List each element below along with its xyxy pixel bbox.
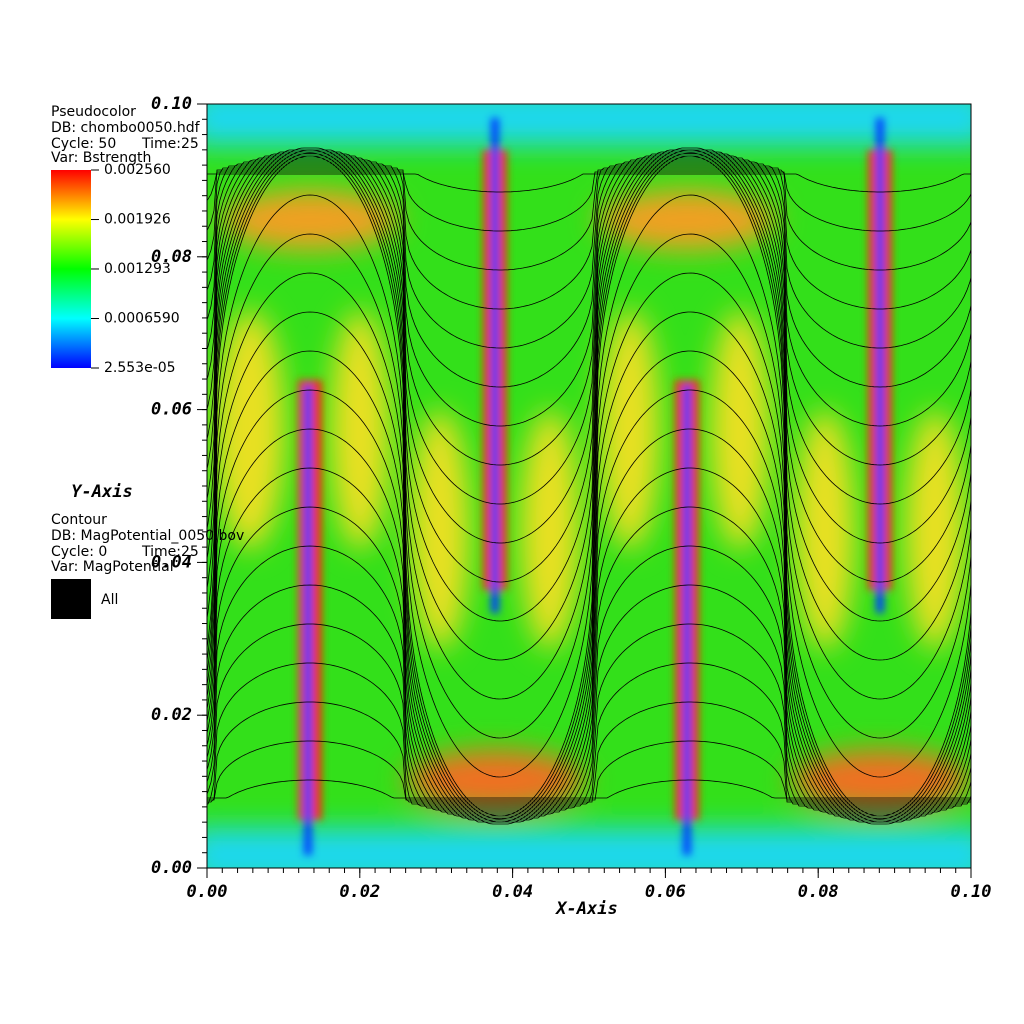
- contour-line: [207, 740, 971, 801]
- contour-line: [207, 152, 971, 778]
- contour-line: [207, 151, 971, 622]
- contour-line: [207, 173, 971, 193]
- contour-line: [207, 506, 971, 813]
- colorbar-tick-label: 0.001926: [104, 212, 171, 228]
- field: [207, 104, 971, 868]
- contour-line: [207, 171, 971, 232]
- contour-line: [207, 147, 971, 700]
- colorbar-tick-label: 2.553e-05: [104, 360, 176, 376]
- contour-line: [207, 779, 971, 799]
- legend-var: Var: MagPotential: [51, 559, 174, 575]
- x-tick-label: 0.06: [645, 882, 686, 902]
- contour-line: [207, 428, 971, 817]
- y-tick-label: 0.02: [151, 705, 192, 725]
- colorbar-tick-label: 0.001293: [104, 261, 171, 277]
- legend-time: Time:25: [141, 136, 199, 152]
- x-tick-label: 0.04: [492, 882, 533, 902]
- contour-line: [207, 584, 971, 809]
- x-tick-label: 0.08: [798, 882, 839, 902]
- y-tick-label: 0.10: [151, 94, 192, 114]
- contour-line: [207, 169, 971, 271]
- y-axis-title: Y-Axis: [71, 482, 132, 502]
- contour-line: [207, 157, 971, 505]
- contour-line: [207, 153, 971, 583]
- contour-line: [207, 545, 971, 811]
- legend-plot: Pseudocolor: [51, 104, 136, 120]
- legend-entry: All: [101, 592, 118, 608]
- contour-line: [207, 623, 971, 807]
- y-tick-label: 0.06: [151, 400, 192, 420]
- y-tick-label: 0.04: [151, 552, 192, 572]
- contour-line: [207, 163, 971, 388]
- x-tick-label: 0.00: [187, 882, 228, 902]
- legend-cycle: Cycle: 0: [51, 544, 107, 560]
- contour-line: [207, 389, 971, 819]
- y-tick-label: 0.00: [151, 858, 192, 878]
- contour-line: [207, 701, 971, 803]
- contour-line: [207, 161, 971, 427]
- x-tick-label: 0.10: [951, 882, 992, 902]
- legend-db: DB: chombo0050.hdf: [51, 120, 201, 136]
- legend-plot: Contour: [51, 512, 107, 528]
- colorbar-tick-label: 0.002560: [104, 162, 171, 178]
- x-axis-title: X-Axis: [554, 899, 617, 919]
- contour-line: [207, 149, 971, 739]
- legend-var: Var: Bstrength: [51, 150, 151, 166]
- contour-line: [207, 149, 971, 661]
- legend-cycle: Cycle: 50: [51, 136, 116, 152]
- x-tick-label: 0.02: [339, 882, 380, 902]
- legend-db: DB: MagPotential_0050.bov: [51, 528, 244, 544]
- colorbar-tick-label: 0.0006590: [104, 311, 180, 327]
- colorbar: [51, 170, 91, 368]
- contour-line: [207, 467, 971, 815]
- legend-swatch: [51, 579, 91, 619]
- legend-time: Time:25: [141, 544, 199, 560]
- contour-line: [207, 165, 971, 349]
- y-tick-label: 0.08: [151, 247, 192, 267]
- contour-line: [207, 167, 971, 310]
